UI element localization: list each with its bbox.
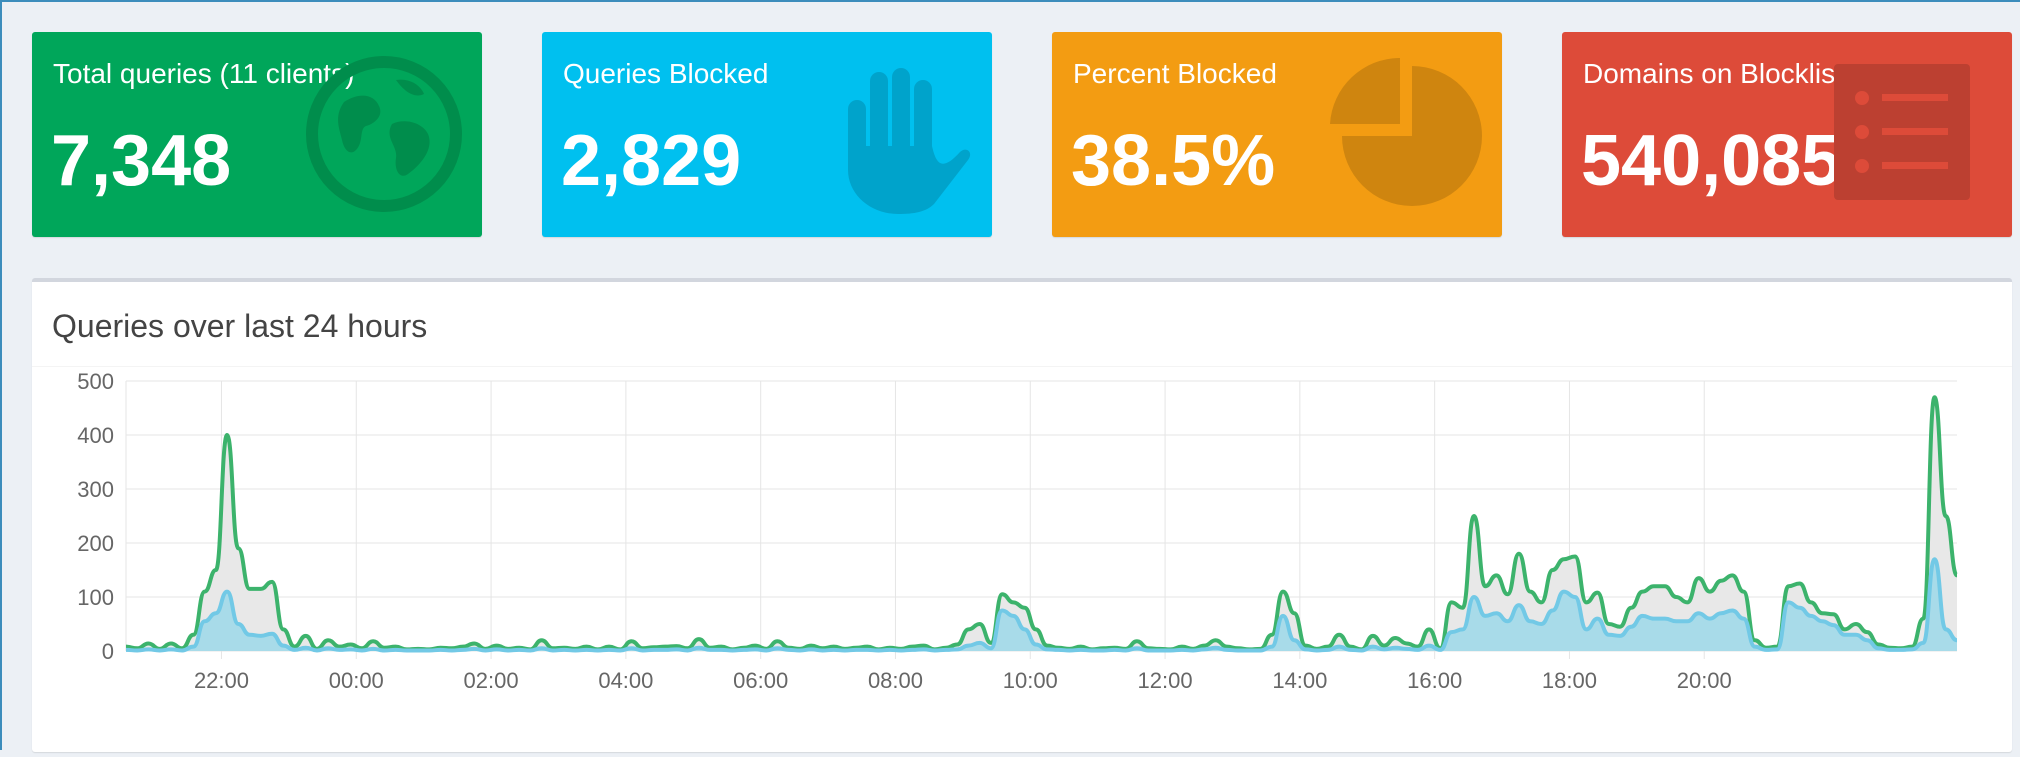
x-tick-label: 08:00 xyxy=(868,668,923,693)
total-queries-series-area xyxy=(126,397,1957,651)
queries-chart[interactable]: 0 100 200 300 400 500 22:00 00:00 02:00 04:00 06:0… xyxy=(32,366,2012,752)
blocked-queries-series-area xyxy=(126,559,1957,651)
total-queries-label: Total queries (11 clients) xyxy=(53,58,355,89)
y-tick-label: 100 xyxy=(77,585,114,610)
x-tick-label: 18:00 xyxy=(1542,668,1597,693)
panel-header: Queries over last 24 hours xyxy=(32,282,2012,367)
panel-title: Queries over last 24 hours xyxy=(52,308,428,344)
x-tick-label: 00:00 xyxy=(329,668,384,693)
queries-blocked-value: 2,829 xyxy=(561,121,742,201)
y-tick-label: 200 xyxy=(77,531,114,556)
y-tick-label: 0 xyxy=(102,639,114,664)
domains-blocklist-value: 540,085 xyxy=(1581,121,1842,201)
x-tick-label: 06:00 xyxy=(733,668,788,693)
window-left-border xyxy=(0,0,2,750)
percent-blocked-value: 38.5% xyxy=(1071,121,1276,201)
globe-icon xyxy=(304,54,464,214)
queries-chart-panel: Queries over last 24 hours 0 100 200 300 400… xyxy=(32,278,2012,752)
domains-blocklist-box[interactable]: Domains on Blocklist 540,085 xyxy=(1562,32,2012,237)
blocked-queries-series-line xyxy=(125,557,1958,653)
window-top-border xyxy=(0,0,2020,2)
x-tick-label: 22:00 xyxy=(194,668,249,693)
percent-blocked-box[interactable]: Percent Blocked 38.5% xyxy=(1052,32,1502,237)
y-tick-label: 500 xyxy=(77,369,114,394)
y-tick-label: 400 xyxy=(77,423,114,448)
x-tick-label: 14:00 xyxy=(1272,668,1327,693)
y-tick-label: 300 xyxy=(77,477,114,502)
pie-chart-icon xyxy=(1324,54,1484,214)
x-tick-label: 10:00 xyxy=(1003,668,1058,693)
domains-blocklist-label: Domains on Blocklist xyxy=(1583,58,1843,89)
total-queries-value: 7,348 xyxy=(51,121,232,201)
hand-icon xyxy=(814,54,974,214)
x-tick-label: 12:00 xyxy=(1138,668,1193,693)
x-tick-label: 02:00 xyxy=(464,668,519,693)
x-tick-label: 04:00 xyxy=(598,668,653,693)
total-queries-box[interactable]: Total queries (11 clients) 7,348 xyxy=(32,32,482,237)
x-tick-label: 16:00 xyxy=(1407,668,1462,693)
queries-blocked-label: Queries Blocked xyxy=(563,58,769,89)
queries-blocked-box[interactable]: Queries Blocked 2,829 xyxy=(542,32,992,237)
list-icon xyxy=(1834,54,1994,214)
x-tick-label: 20:00 xyxy=(1677,668,1732,693)
percent-blocked-label: Percent Blocked xyxy=(1073,58,1277,89)
